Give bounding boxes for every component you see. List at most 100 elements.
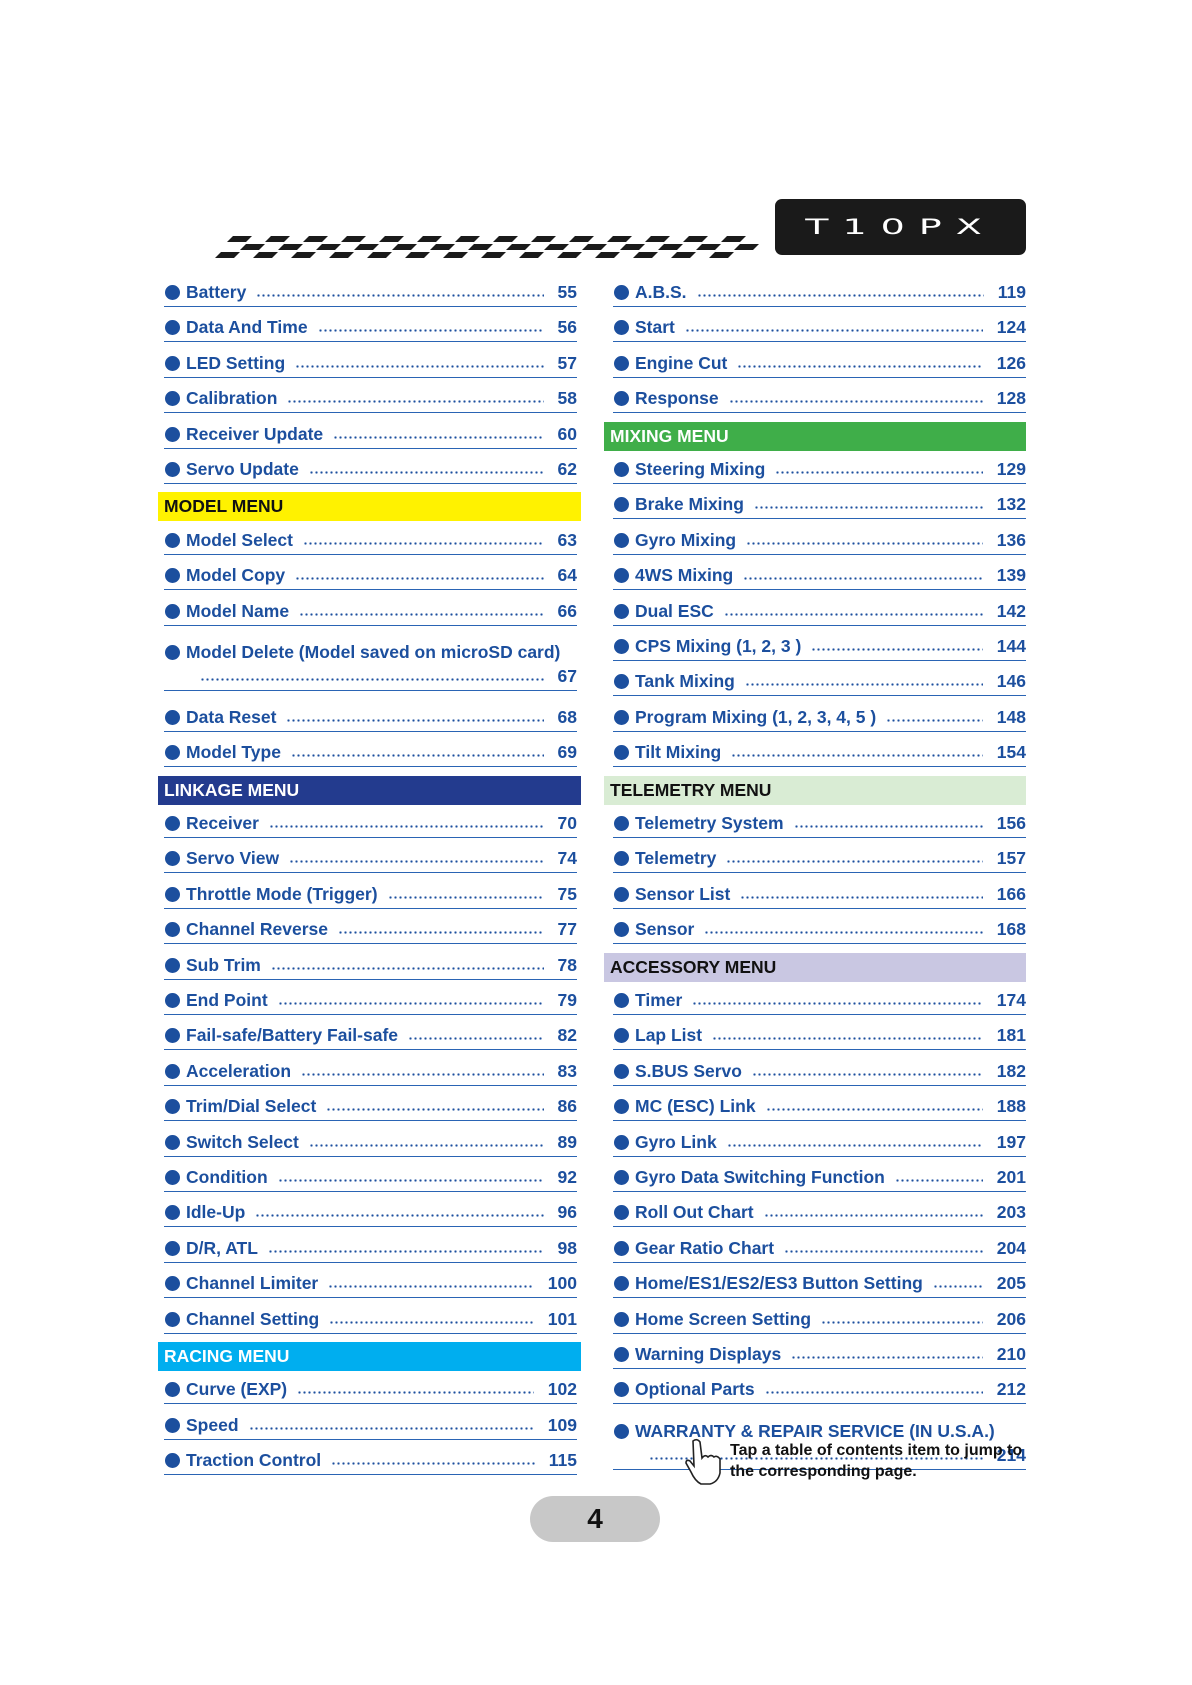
- toc-entry[interactable]: Throttle Mode (Trigger) 75: [164, 878, 577, 909]
- toc-entry[interactable]: Channel Limiter 100: [164, 1267, 577, 1299]
- entry-page: 63: [557, 529, 577, 550]
- toc-entry[interactable]: S.BUS Servo 182: [613, 1055, 1026, 1086]
- toc-entry[interactable]: Switch Select 89: [164, 1126, 577, 1157]
- toc-entry[interactable]: Servo View 74: [164, 842, 577, 874]
- toc-entry[interactable]: Calibration 58: [164, 382, 577, 414]
- toc-entry[interactable]: Sensor 168: [613, 913, 1026, 945]
- checker: [645, 236, 670, 242]
- entry-title: Servo Update: [186, 459, 299, 479]
- toc-entry[interactable]: Tilt Mixing 154: [613, 736, 1026, 768]
- toc-entry[interactable]: Curve (EXP) 102: [164, 1373, 577, 1405]
- checker: [405, 252, 430, 258]
- toc-entry[interactable]: Sensor List 166: [613, 878, 1026, 909]
- dot-leader: [308, 1143, 544, 1147]
- toc-entry[interactable]: End Point 79: [164, 984, 577, 1015]
- toc-entry[interactable]: Data Reset 68: [164, 701, 577, 732]
- entry-title: Trim/Dial Select: [186, 1096, 317, 1117]
- entry-page: 102: [547, 1379, 577, 1400]
- entry-page: 58: [557, 388, 577, 409]
- toc-entry[interactable]: Acceleration 83: [164, 1055, 577, 1086]
- toc-entry[interactable]: Start 124: [613, 311, 1026, 343]
- entry-page: 139: [996, 565, 1026, 586]
- bullet: [165, 745, 180, 761]
- toc-entry[interactable]: Speed 109: [164, 1409, 577, 1440]
- entry-page: 148: [996, 706, 1026, 727]
- toc-entry[interactable]: Condition 92: [164, 1161, 577, 1192]
- toc-entry[interactable]: Servo Update 62: [164, 453, 577, 484]
- entry-page: 92: [557, 1167, 577, 1187]
- toc-entry[interactable]: Fail-safe/Battery Fail-safe 82: [164, 1019, 577, 1051]
- toc-entry[interactable]: Telemetry 157: [613, 842, 1026, 874]
- dot-leader: [328, 1285, 534, 1289]
- toc-entry[interactable]: Roll Out Chart 203: [613, 1196, 1026, 1228]
- toc-entry[interactable]: Dual ESC 142: [613, 595, 1026, 626]
- toc-entry[interactable]: Receiver 70: [164, 807, 577, 838]
- toc-entry[interactable]: Steering Mixing 129: [613, 453, 1026, 484]
- toc-entry[interactable]: Model Type 69: [164, 736, 577, 768]
- toc-entry[interactable]: Gyro Data Switching Function 201: [613, 1161, 1026, 1192]
- dot-leader: [267, 1249, 544, 1253]
- toc-entry[interactable]: Channel Reverse 77: [164, 913, 577, 945]
- toc-entry[interactable]: Model Delete (Model saved on microSD car…: [164, 630, 577, 691]
- toc-entry[interactable]: Model Select 63: [164, 524, 577, 555]
- toc-entry[interactable]: 4WS Mixing 139: [613, 559, 1026, 591]
- toc-entry[interactable]: Program Mixing (1, 2, 3, 4, 5 ) 148: [613, 701, 1026, 732]
- entry-title: Data Reset: [186, 706, 277, 727]
- toc-entry[interactable]: Trim/Dial Select 86: [164, 1090, 577, 1122]
- bullet: [165, 1453, 180, 1469]
- checker: [658, 244, 683, 250]
- bullet: [165, 285, 180, 300]
- toc-entry[interactable]: Model Name 66: [164, 595, 577, 626]
- dot-leader: [784, 1249, 983, 1253]
- toc-entry[interactable]: Sub Trim 78: [164, 949, 577, 980]
- entry-title: Sub Trim: [186, 954, 261, 975]
- section-header: LINKAGE MENU: [158, 775, 581, 805]
- toc-entry[interactable]: Home/ES1/ES2/ES3 Button Setting 205: [613, 1267, 1026, 1299]
- bullet: [165, 993, 180, 1008]
- toc-entry[interactable]: LED Setting 57: [164, 347, 577, 378]
- toc-entry[interactable]: Home Screen Setting 206: [613, 1303, 1026, 1334]
- toc-entry[interactable]: Channel Setting 101: [164, 1303, 577, 1334]
- entry-title: Servo View: [186, 848, 280, 869]
- logo: T10PX: [775, 211, 1026, 243]
- checker: [379, 236, 404, 242]
- toc-entry[interactable]: Traction Control 115: [164, 1444, 577, 1476]
- toc-entry[interactable]: Brake Mixing 132: [613, 488, 1026, 520]
- entry-title: Gear Ratio Chart: [635, 1237, 775, 1258]
- toc-entry[interactable]: Gyro Link 197: [613, 1126, 1026, 1157]
- toc-entry[interactable]: Receiver Update 60: [164, 418, 577, 449]
- toc-entry[interactable]: CPS Mixing (1, 2, 3 ) 144: [613, 630, 1026, 661]
- toc-entry[interactable]: Lap List 181: [613, 1019, 1026, 1051]
- dot-leader: [811, 648, 983, 651]
- checker-band: [215, 236, 759, 258]
- dot-leader: [746, 541, 983, 545]
- toc-entry[interactable]: Timer 174: [613, 984, 1026, 1015]
- toc-entry[interactable]: Optional Parts 212: [613, 1373, 1026, 1405]
- checker: [392, 244, 417, 250]
- entry-page: 205: [996, 1273, 1026, 1294]
- section-header: ACCESSORY MENU: [604, 952, 1026, 982]
- toc-entry[interactable]: Idle-Up 96: [164, 1196, 577, 1228]
- toc-entry[interactable]: MC (ESC) Link 188: [613, 1090, 1026, 1122]
- dot-leader: [712, 1037, 983, 1041]
- toc-entry[interactable]: Gear Ratio Chart 204: [613, 1232, 1026, 1263]
- toc-entry[interactable]: D/R, ATL 98: [164, 1232, 577, 1263]
- toc-entry[interactable]: Telemetry System 156: [613, 807, 1026, 838]
- bullet: [614, 1028, 629, 1044]
- checker: [620, 244, 645, 250]
- toc-entry[interactable]: Response 128: [613, 382, 1026, 414]
- checker: [709, 252, 734, 258]
- toc-entry[interactable]: Tank Mixing 146: [613, 665, 1026, 697]
- entry-page: 146: [996, 671, 1026, 692]
- toc-entry[interactable]: Gyro Mixing 136: [613, 524, 1026, 555]
- toc-entry[interactable]: Model Copy 64: [164, 559, 577, 591]
- toc-entry[interactable]: Warning Displays 210: [613, 1338, 1026, 1369]
- checker: [493, 236, 518, 242]
- toc-entry[interactable]: WARRANTY & REPAIR SERVICE (IN U.S.A.) 214: [613, 1409, 1026, 1470]
- toc-entry[interactable]: Data And Time 56: [164, 311, 577, 343]
- dot-leader: [744, 683, 983, 687]
- toc-entry[interactable]: A.B.S. 119: [613, 276, 1026, 307]
- dot-leader: [270, 966, 544, 970]
- toc-entry[interactable]: Engine Cut 126: [613, 347, 1026, 378]
- toc-entry[interactable]: Battery 55: [164, 276, 577, 307]
